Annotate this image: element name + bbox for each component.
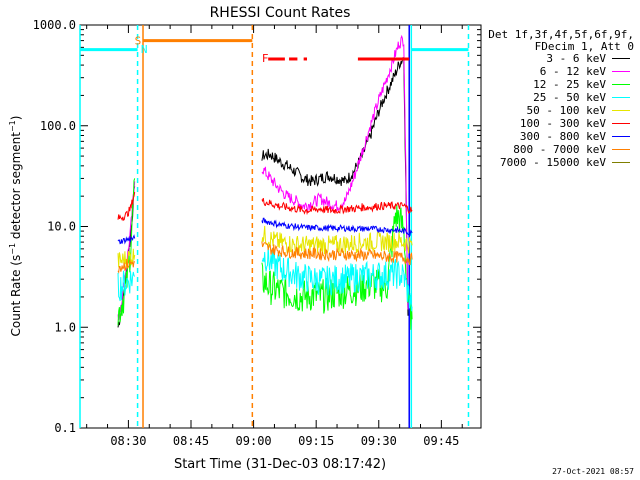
series-line — [117, 270, 136, 302]
legend-entry: 50 - 100 keV — [470, 104, 630, 117]
legend-entry: 12 - 25 keV — [470, 78, 630, 91]
axis-ticks: 0.1 1.0 10.0 100.0 1000.0 08:30 08:45 09:00 09:1… — [33, 18, 481, 448]
x-tick-label: 08:45 — [173, 434, 209, 448]
legend-swatch — [612, 136, 630, 137]
legend-entry: 6 - 12 keV — [470, 65, 630, 78]
series-line — [261, 56, 409, 316]
annotations: SN F — [135, 35, 269, 65]
legend-swatch — [612, 71, 630, 72]
annotation-label: S — [135, 35, 142, 48]
y-axis-label: Count Rate (s−1 detector segment−1) — [8, 116, 23, 337]
x-tick-label: 09:45 — [423, 434, 459, 448]
series-line — [117, 234, 136, 245]
plot-frame — [79, 24, 482, 429]
legend-label: 12 - 25 keV — [533, 78, 606, 91]
x-axis-label: Start Time (31-Dec-03 08:17:42) — [174, 457, 386, 472]
x-tick-label: 09:00 — [236, 434, 272, 448]
y-tick-label: 100.0 — [40, 119, 76, 133]
legend-label: 7000 - 15000 keV — [500, 156, 606, 169]
legend-swatch — [612, 149, 630, 150]
series-line — [117, 178, 136, 326]
chart-title: RHESSI Count Rates — [210, 5, 351, 21]
legend-label: 300 - 800 keV — [519, 130, 606, 143]
x-tick-label: 08:30 — [110, 434, 146, 448]
series-line — [261, 241, 413, 266]
legend-entry: 7000 - 15000 keV — [470, 156, 630, 169]
series-line — [117, 258, 136, 274]
legend-entry: 800 - 7000 keV — [470, 143, 630, 156]
y-tick-label: 10.0 — [47, 220, 76, 234]
legend-label: 3 - 6 keV — [546, 52, 606, 65]
series-lines — [117, 34, 413, 330]
legend-label: 25 - 50 keV — [533, 91, 606, 104]
legend-label: 100 - 300 keV — [519, 117, 606, 130]
legend-label: 800 - 7000 keV — [513, 143, 606, 156]
series-line — [261, 197, 413, 216]
series-line — [261, 204, 413, 330]
legend-swatch — [612, 97, 630, 98]
legend-swatch — [612, 84, 630, 85]
y-axis-label-end: ) — [9, 116, 23, 121]
timestamp: 27-Oct-2021 08:57 — [552, 467, 634, 476]
series-line — [117, 248, 136, 269]
x-tick-label: 09:30 — [361, 434, 397, 448]
y-axis-label-mid: detector segment — [9, 132, 23, 243]
series-line — [261, 34, 409, 310]
y-tick-label: 0.1 — [54, 421, 76, 435]
y-axis-label-main: Count Rate (s — [9, 255, 23, 337]
detector-info-2: FDecim 1, Att 0 — [534, 40, 634, 53]
legend-entry: 3 - 6 keV — [470, 52, 630, 65]
legend-swatch — [612, 123, 630, 124]
attenuator-bars — [80, 39, 469, 61]
legend-entry: 300 - 800 keV — [470, 130, 630, 143]
x-tick-label: 09:15 — [298, 434, 334, 448]
y-tick-label: 1.0 — [54, 320, 76, 334]
time-markers — [79, 25, 470, 428]
legend-entry: 100 - 300 keV — [470, 117, 630, 130]
legend-label: 6 - 12 keV — [539, 65, 606, 78]
series-line — [261, 245, 413, 312]
annotation-label: F — [262, 52, 269, 65]
legend-swatch — [612, 162, 630, 163]
y-tick-label: 1000.0 — [33, 18, 76, 32]
series-line — [261, 217, 413, 237]
legend-entry: 25 - 50 keV — [470, 91, 630, 104]
annotation-label: N — [141, 43, 148, 56]
detector-info-1: Det 1f,3f,4f,5f,6f,9f, — [488, 28, 634, 41]
y-axis-label-sup: −1 — [8, 243, 17, 255]
legend-swatch — [612, 110, 630, 111]
series-line — [117, 191, 136, 222]
legend-label: 50 - 100 keV — [526, 104, 606, 117]
legend-swatch — [612, 58, 630, 59]
y-axis-label-sup2: −1 — [8, 120, 17, 132]
